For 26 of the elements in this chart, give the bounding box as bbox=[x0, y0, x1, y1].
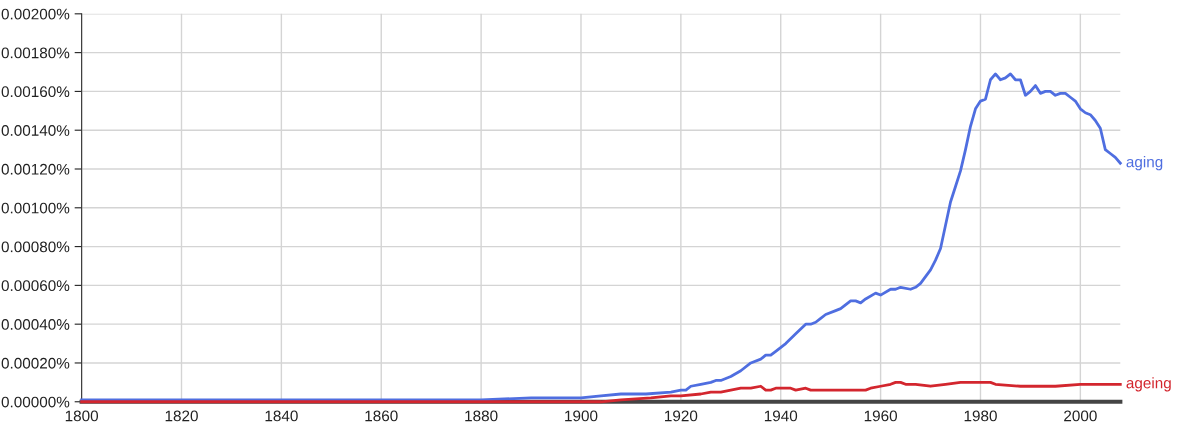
y-tick-label: 0.00180% bbox=[1, 47, 70, 59]
y-tick-label: 0.00060% bbox=[1, 280, 70, 292]
x-tick-label: 1940 bbox=[764, 410, 798, 422]
y-tick-label: 0.00080% bbox=[1, 241, 70, 253]
series-label: aging bbox=[1126, 156, 1163, 171]
x-tick-label: 1860 bbox=[365, 410, 398, 422]
y-tick-label: 0.00140% bbox=[1, 125, 70, 136]
x-tick-label: 1820 bbox=[165, 410, 198, 422]
x-tick-label: 2000 bbox=[1064, 410, 1097, 422]
x-tick-label: 1900 bbox=[565, 410, 598, 422]
y-tick-label: 0.00000% bbox=[1, 396, 70, 408]
x-tick-label: 1800 bbox=[65, 410, 99, 422]
x-tick-label: 1960 bbox=[864, 410, 897, 422]
x-tick-label: 1920 bbox=[665, 410, 698, 422]
line-series bbox=[80, 380, 1122, 404]
y-tick-label: 0.00200% bbox=[1, 8, 70, 20]
x-tick-label: 1840 bbox=[265, 410, 298, 422]
y-tick-label: 0.00120% bbox=[1, 163, 70, 175]
y-tick-label: 0.00040% bbox=[1, 319, 70, 330]
y-tick-label: 0.00020% bbox=[1, 357, 70, 369]
x-tick-label: 1880 bbox=[465, 410, 498, 422]
series-label: ageing bbox=[1126, 377, 1171, 392]
y-tick-label: 0.00100% bbox=[1, 202, 70, 214]
y-tick-label: 0.00160% bbox=[1, 86, 70, 98]
x-tick-label: 1980 bbox=[964, 410, 997, 422]
line-series bbox=[80, 72, 1122, 402]
